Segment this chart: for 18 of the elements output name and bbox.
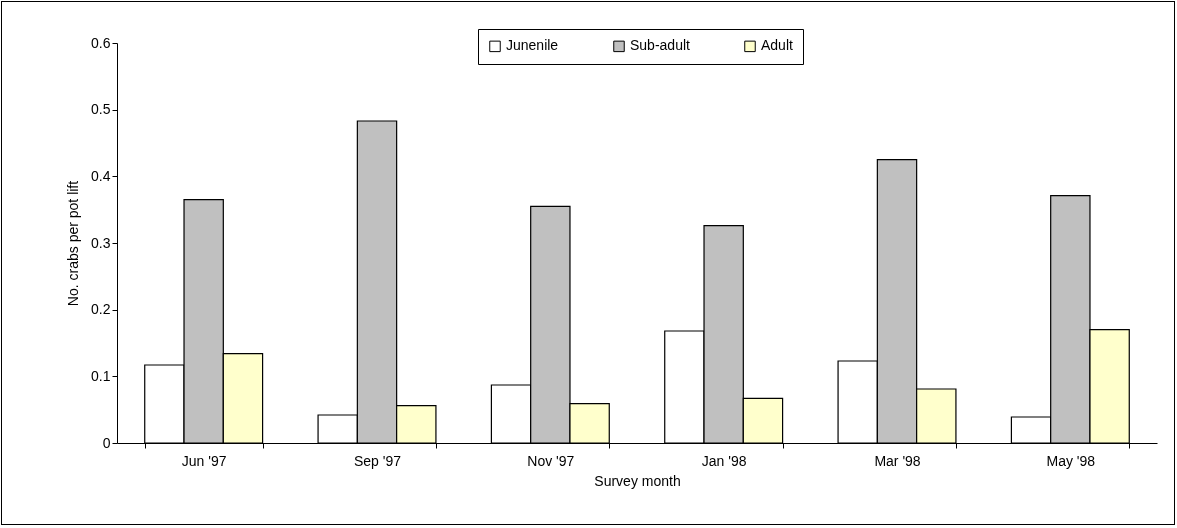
y-tick-label: 0.2 (91, 301, 111, 318)
y-axis-title: No. crabs per pot lift (65, 180, 82, 307)
legend-label: Junenile (506, 37, 559, 54)
x-axis-title: Survey month (594, 472, 681, 489)
y-tick-label: 0.4 (91, 167, 111, 184)
y-tick-label: 0 (102, 434, 111, 451)
x-tick-label: May '98 (1046, 452, 1096, 469)
x-tick-label: Jan '98 (701, 452, 747, 469)
x-tick-label: Sep '97 (353, 452, 402, 469)
y-tick-label: 0.3 (91, 234, 111, 251)
x-tick-label: Nov '97 (527, 452, 575, 469)
y-tick-label: 0.1 (91, 367, 111, 384)
legend-label: Adult (761, 37, 794, 54)
x-tick-label: Mar '98 (874, 452, 921, 469)
legend-label: Sub-adult (630, 37, 691, 54)
y-tick-label: 0.5 (91, 101, 111, 118)
y-tick-label: 0.6 (91, 34, 111, 51)
x-tick-label: Jun '97 (181, 452, 227, 469)
